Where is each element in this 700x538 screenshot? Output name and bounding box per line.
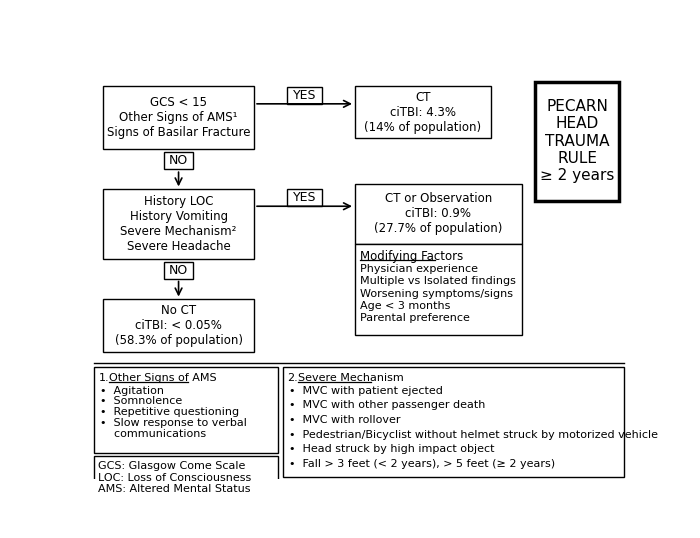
FancyBboxPatch shape [355,86,491,138]
Text: Multiple vs Isolated findings: Multiple vs Isolated findings [360,277,516,286]
Text: NO: NO [169,154,188,167]
FancyBboxPatch shape [288,87,321,104]
FancyBboxPatch shape [283,367,624,477]
FancyBboxPatch shape [94,367,278,454]
FancyBboxPatch shape [103,86,254,149]
Text: Physician experience: Physician experience [360,264,478,274]
FancyBboxPatch shape [288,189,321,206]
Text: PECARN
HEAD
TRAUMA
RULE
≥ 2 years: PECARN HEAD TRAUMA RULE ≥ 2 years [540,99,615,183]
Text: communications: communications [100,429,206,439]
Text: •  Slow response to verbal: • Slow response to verbal [100,418,247,428]
FancyBboxPatch shape [355,184,522,244]
Text: NO: NO [169,264,188,277]
Text: Worsening symptoms/signs: Worsening symptoms/signs [360,288,513,299]
Text: •  Somnolence: • Somnolence [100,397,182,406]
Text: No CT
ciTBI: < 0.05%
(58.3% of population): No CT ciTBI: < 0.05% (58.3% of populatio… [115,304,243,347]
Text: 1.: 1. [98,372,109,383]
Text: •  Head struck by high impact object: • Head struck by high impact object [289,444,494,454]
Text: Other Signs of AMS: Other Signs of AMS [109,372,217,383]
Text: Parental preference: Parental preference [360,313,470,323]
Text: Severe Mechanism: Severe Mechanism [298,372,404,383]
Text: •  Pedestrian/Bicyclist without helmet struck by motorized vehicle: • Pedestrian/Bicyclist without helmet st… [289,429,658,440]
Text: GCS < 15
Other Signs of AMS¹
Signs of Basilar Fracture: GCS < 15 Other Signs of AMS¹ Signs of Ba… [107,96,251,139]
Text: •  MVC with patient ejected: • MVC with patient ejected [289,386,443,395]
FancyBboxPatch shape [94,456,278,497]
Text: •  MVC with other passenger death: • MVC with other passenger death [289,400,485,410]
FancyBboxPatch shape [164,152,193,169]
Text: 2.: 2. [288,372,298,383]
Text: •  Fall > 3 feet (< 2 years), > 5 feet (≥ 2 years): • Fall > 3 feet (< 2 years), > 5 feet (≥… [289,459,555,469]
FancyBboxPatch shape [103,300,254,352]
FancyBboxPatch shape [103,189,254,259]
Text: •  Repetitive questioning: • Repetitive questioning [100,407,239,417]
FancyBboxPatch shape [355,244,522,335]
Text: •  MVC with rollover: • MVC with rollover [289,415,400,425]
Text: History LOC
History Vomiting
Severe Mechanism²
Severe Headache: History LOC History Vomiting Severe Mech… [120,195,237,253]
FancyBboxPatch shape [536,81,619,201]
Text: YES: YES [293,89,316,102]
Text: •  Agitation: • Agitation [100,386,164,395]
Text: GCS: Glasgow Come Scale
LOC: Loss of Consciousness
AMS: Altered Mental Status: GCS: Glasgow Come Scale LOC: Loss of Con… [98,461,251,494]
Text: CT
ciTBI: 4.3%
(14% of population): CT ciTBI: 4.3% (14% of population) [364,91,482,134]
Text: Modifying Factors: Modifying Factors [360,250,463,263]
Text: YES: YES [293,192,316,204]
FancyBboxPatch shape [164,261,193,279]
Text: Age < 3 months: Age < 3 months [360,301,451,311]
Text: CT or Observation
ciTBI: 0.9%
(27.7% of population): CT or Observation ciTBI: 0.9% (27.7% of … [374,193,503,236]
